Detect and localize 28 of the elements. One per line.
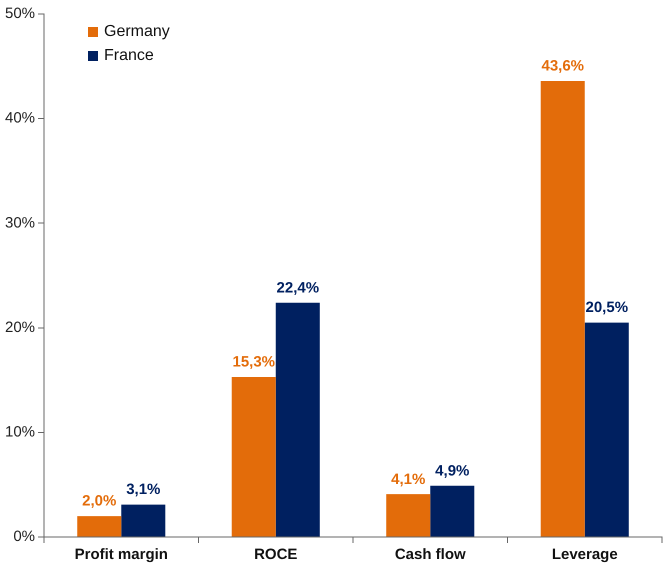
bar — [430, 486, 474, 536]
data-label: 4,1% — [391, 470, 426, 488]
legend-label: France — [104, 47, 154, 65]
bar — [77, 516, 122, 536]
bar — [540, 80, 585, 536]
data-label: 43,6% — [541, 58, 584, 75]
bar — [232, 376, 276, 536]
x-tick-label: ROCE — [254, 546, 298, 564]
y-tick-label: 40% — [4, 110, 36, 127]
x-tick-label: Leverage — [552, 546, 618, 564]
legend-label: Germany — [104, 23, 170, 41]
data-label: 22,4% — [276, 279, 320, 296]
data-label: 20,5% — [585, 299, 628, 316]
x-tick-label: Profit margin — [74, 546, 168, 564]
x-tick-label: Cash flow — [394, 546, 466, 564]
data-label: 2,0% — [82, 492, 116, 510]
data-label: 15,3% — [232, 354, 276, 371]
data-label: 4,9% — [435, 462, 470, 480]
y-tick-label: 0% — [13, 528, 36, 546]
data-label: 3,1% — [126, 481, 160, 498]
bar — [121, 504, 166, 536]
y-tick-label: 20% — [4, 318, 36, 336]
bar — [584, 322, 629, 536]
y-tick-label: 10% — [4, 424, 36, 441]
y-tick-label: 50% — [4, 5, 36, 22]
y-tick-label: 30% — [4, 214, 36, 232]
bar — [276, 302, 320, 536]
bar — [386, 494, 430, 536]
